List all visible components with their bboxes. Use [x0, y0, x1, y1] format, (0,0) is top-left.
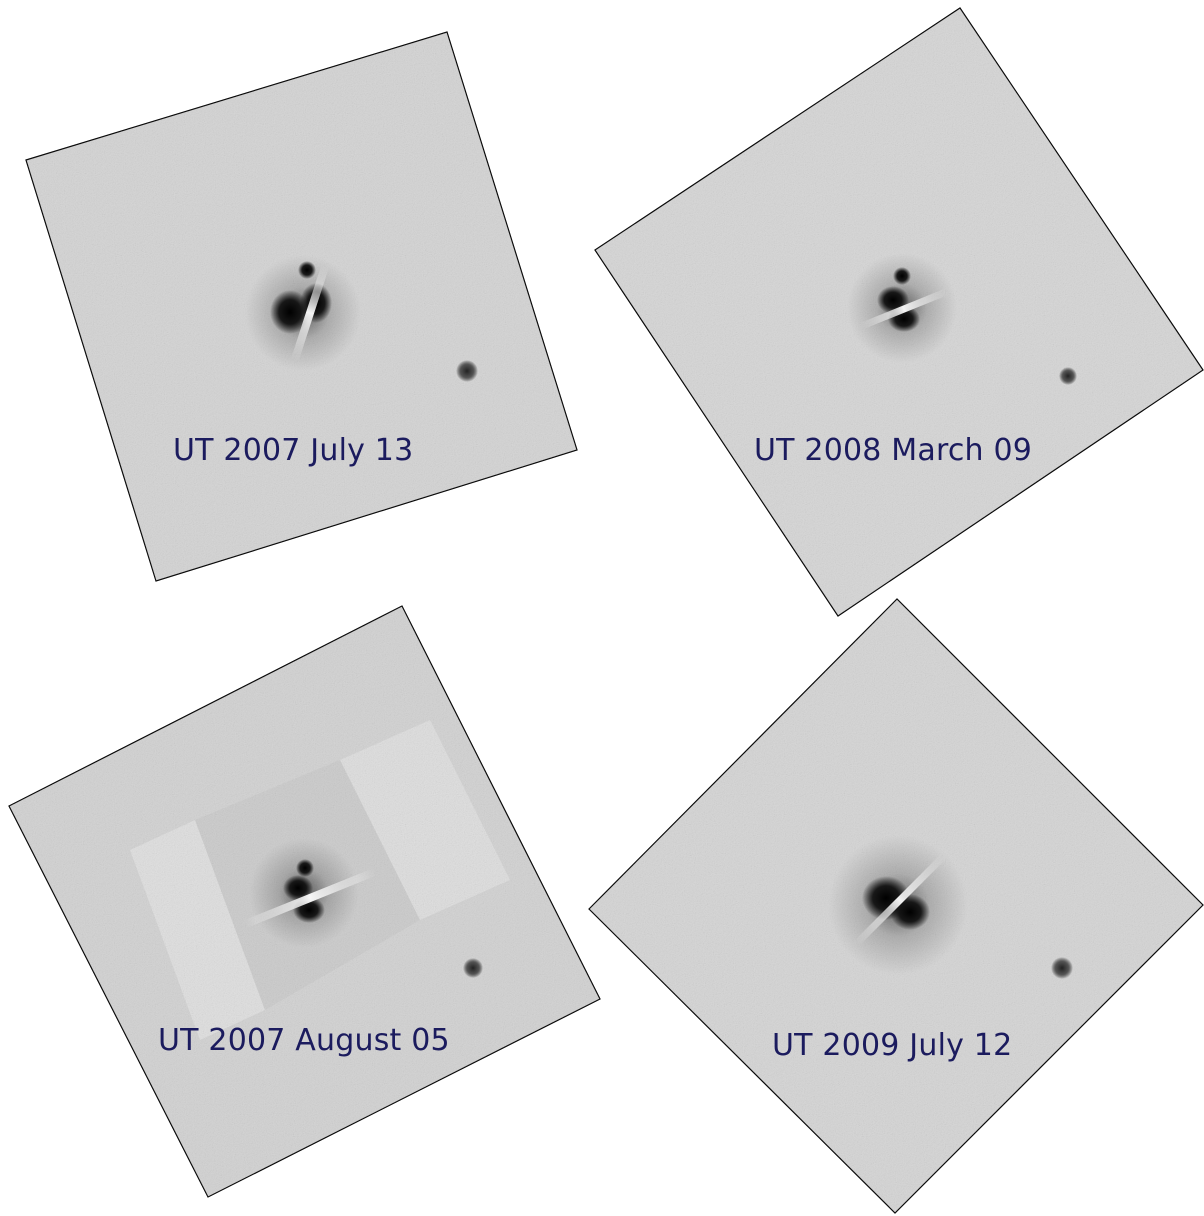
background-source: [456, 360, 478, 382]
companion-source: [893, 267, 911, 285]
background-source: [1051, 957, 1073, 979]
panel-caption: UT 2008 March 09: [754, 436, 1032, 466]
panel-2007-july-13: [26, 32, 577, 581]
background-source: [1059, 367, 1077, 385]
panel-2009-july-12: [589, 599, 1203, 1213]
companion-source: [296, 859, 314, 877]
companion-source: [298, 261, 316, 279]
background-source: [463, 958, 483, 978]
panel-2007-august-05: [9, 606, 600, 1197]
panel-caption: UT 2007 July 13: [173, 436, 413, 466]
panel-caption: UT 2007 August 05: [158, 1026, 450, 1056]
panel-caption: UT 2009 July 12: [772, 1031, 1012, 1061]
panel-2008-march-09: [595, 8, 1203, 616]
